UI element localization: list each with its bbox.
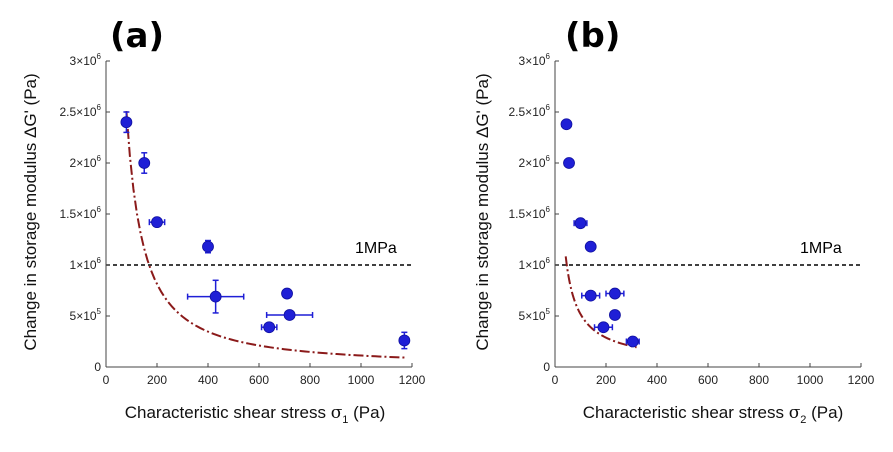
data-point (202, 239, 214, 254)
x-axis-title-a: Characteristic shear stress σ1 (Pa) (125, 403, 386, 426)
data-marker (563, 157, 575, 169)
x-tick-label: 200 (147, 373, 167, 387)
fit-curve (125, 110, 407, 359)
data-marker (263, 321, 276, 334)
data-marker (584, 289, 597, 302)
data-marker (584, 240, 597, 253)
data-marker (209, 290, 222, 303)
data-point (609, 309, 621, 321)
panel-b: (b) 0 5×105 1×106 1.5×106 2×106 2.5×106 3×106 0… (473, 16, 875, 426)
data-point (281, 287, 293, 300)
x-axis-title-subscript: 2 (800, 414, 806, 426)
y-tick-label: 1.5×106 (509, 205, 551, 221)
data-marker (560, 118, 573, 131)
x-axis-title-main: Characteristic shear stress (583, 403, 789, 422)
data-point (120, 111, 133, 134)
x-axis-title-symbol: σ (789, 403, 801, 423)
data-point (605, 287, 625, 300)
data-marker (151, 216, 163, 229)
x-axis-title-unit: (Pa) (348, 403, 385, 422)
x-axis-title-main: Characteristic shear stress (125, 403, 331, 422)
x-axis-title-symbol: σ (331, 403, 343, 423)
data-point (563, 157, 575, 169)
x-axis-title-subscript: 1 (342, 414, 348, 426)
y-axis-title-b: Change in storage modulus ΔG' (Pa) (473, 73, 492, 350)
x-axis-title-unit: (Pa) (806, 403, 843, 422)
reference-label-a: 1MPa (355, 240, 397, 257)
data-marker (574, 217, 587, 230)
y-tick-label: 5×105 (519, 307, 551, 323)
x-tick-label: 800 (749, 373, 769, 387)
x-tick-label: 600 (698, 373, 718, 387)
x-tick-label: 1000 (348, 373, 375, 387)
data-point (593, 321, 614, 334)
y-tick-label: 2×106 (519, 154, 551, 170)
data-point (625, 335, 640, 348)
data-marker (609, 287, 621, 300)
data-point (560, 118, 573, 131)
y-tick-label: 5×105 (70, 307, 102, 323)
fit-curve (564, 256, 637, 349)
y-tick-label: 1×106 (519, 256, 551, 272)
data-marker (398, 334, 411, 347)
data-marker (609, 309, 621, 321)
x-tick-label: 0 (552, 373, 559, 387)
data-point (186, 279, 245, 314)
x-tick-label: 400 (647, 373, 667, 387)
y-tick-label: 2.5×106 (60, 103, 102, 119)
panel-a: (a) 0 5×105 1×106 1.5×106 2×106 2.5×106 3×106 0… (21, 16, 426, 426)
panel-label-a: (a) (110, 16, 164, 56)
data-marker (281, 287, 293, 300)
y-tick-label: 3×106 (519, 52, 551, 68)
y-tick-label: 1×106 (70, 256, 102, 272)
data-point (584, 240, 597, 253)
data-marker (283, 309, 296, 321)
x-tick-label: 200 (596, 373, 616, 387)
y-tick-label: 2.5×106 (509, 103, 551, 119)
x-tick-label: 0 (103, 373, 110, 387)
data-point (573, 217, 588, 230)
y-tick-label: 0 (94, 360, 101, 374)
data-marker (202, 240, 214, 253)
data-marker (626, 335, 639, 348)
x-tick-label: 800 (300, 373, 320, 387)
x-tick-label: 1000 (797, 373, 824, 387)
data-marker (120, 116, 133, 129)
x-tick-label: 400 (198, 373, 218, 387)
y-tick-label: 1.5×106 (60, 205, 102, 221)
y-tick-label: 3×106 (70, 52, 102, 68)
data-point (138, 152, 151, 174)
x-axis-title-b: Characteristic shear stress σ2 (Pa) (583, 403, 844, 426)
x-tick-label: 1200 (399, 373, 426, 387)
panel-label-b: (b) (565, 16, 620, 56)
data-point (398, 331, 411, 350)
data-point (260, 321, 278, 334)
y-tick-label: 2×106 (70, 154, 102, 170)
x-tick-label: 600 (249, 373, 269, 387)
x-tick-label: 1200 (848, 373, 875, 387)
y-tick-label: 0 (543, 360, 550, 374)
data-point (148, 216, 166, 229)
data-marker (138, 157, 151, 169)
y-axis-title-a: Change in storage modulus ΔG' (Pa) (21, 73, 40, 350)
reference-label-b: 1MPa (800, 240, 842, 257)
data-marker (597, 321, 610, 334)
data-point (581, 289, 601, 302)
data-point (265, 309, 314, 321)
